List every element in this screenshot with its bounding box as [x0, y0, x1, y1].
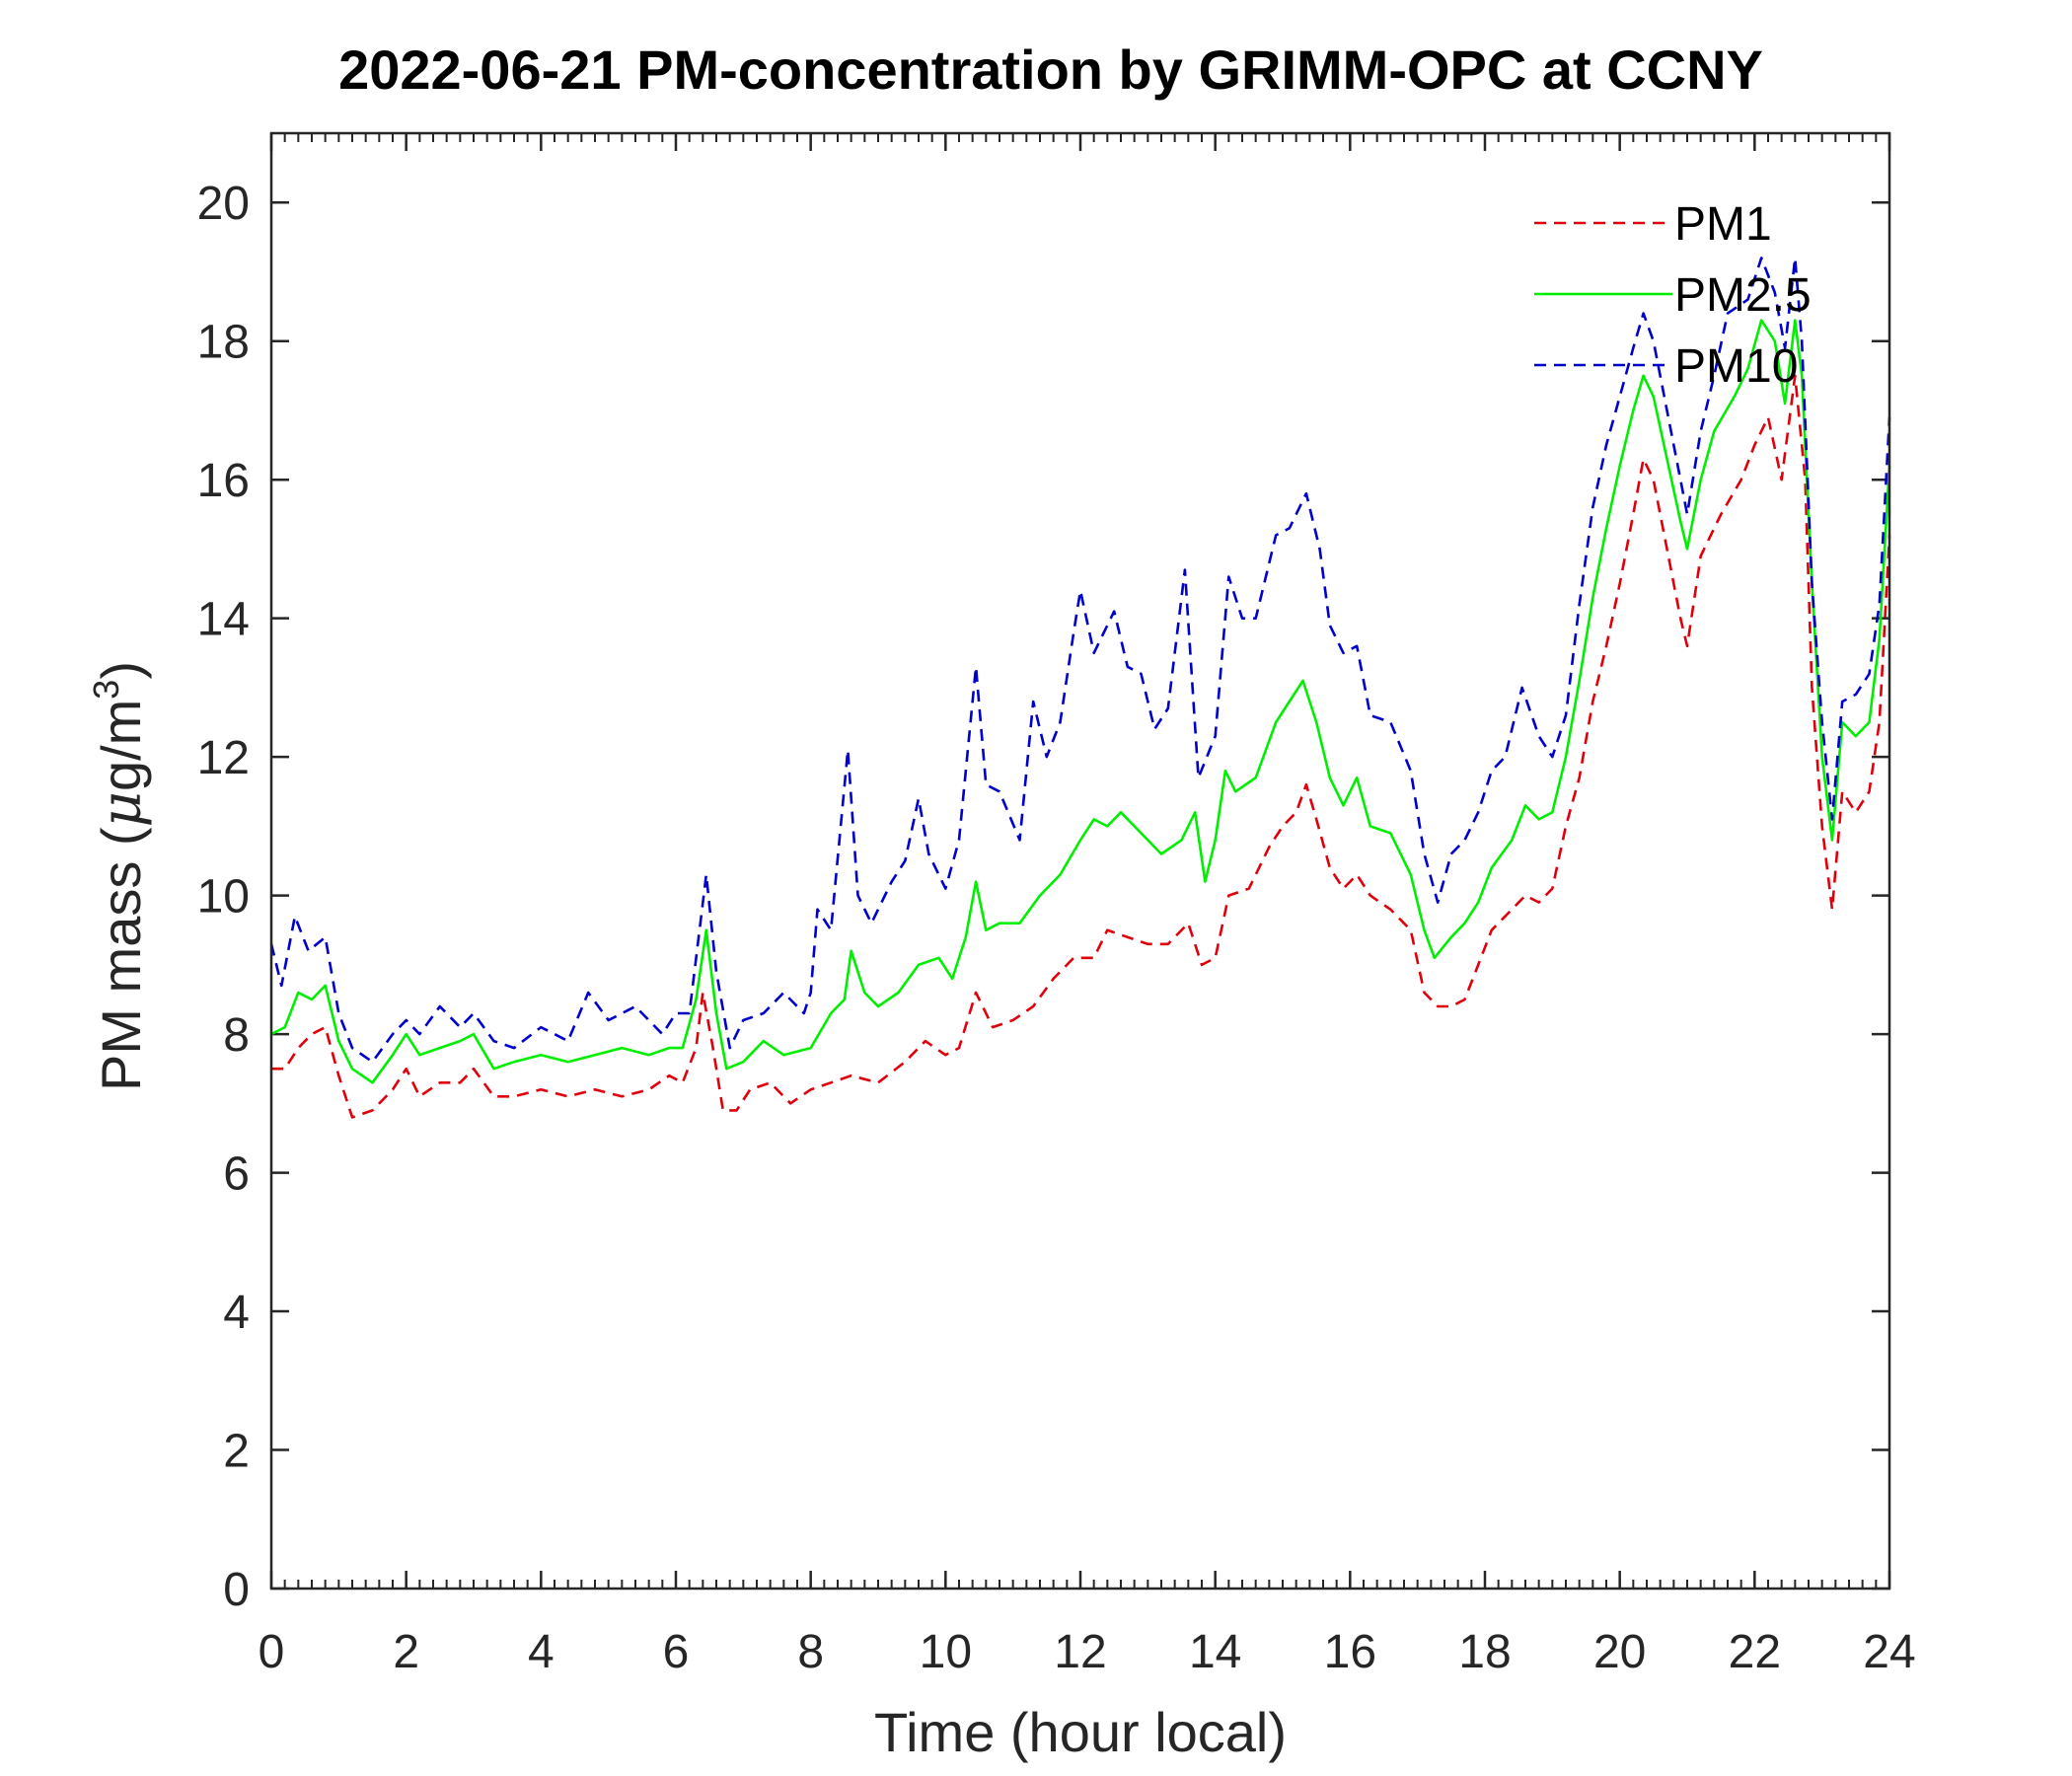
series-line-pm10	[269, 257, 1891, 1064]
x-tick-label: 0	[259, 1626, 285, 1678]
x-tick-label: 18	[1458, 1626, 1511, 1678]
chart-title: 2022-06-21 PM-concentration by GRIMM-OPC…	[338, 38, 1763, 101]
y-axis-label-close: )	[90, 661, 152, 680]
legend: PM1 PM2.5 PM10	[1534, 198, 1812, 393]
y-tick-label: 4	[223, 1287, 250, 1339]
y-tick-label: 0	[223, 1564, 250, 1616]
plot-area	[271, 133, 1889, 1589]
legend-label-pm25: PM2.5	[1674, 269, 1812, 322]
y-axis-label-unit: g/m	[90, 700, 152, 791]
x-tick-label: 4	[528, 1626, 555, 1678]
y-tick-label: 18	[197, 317, 250, 369]
plot-frame	[269, 131, 1891, 1591]
y-tick-label: 6	[223, 1148, 250, 1201]
y-tick-label: 14	[197, 594, 250, 646]
y-tick-label: 16	[197, 455, 250, 507]
y-axis-label-main: PM mass (	[90, 827, 152, 1091]
x-tick-labels: 0 2 4 6 8 10 12 14 16 18 20 22 24	[259, 1626, 1916, 1678]
y-tick-label: 12	[197, 732, 250, 784]
y-axis-label: PM mass (μg/m3)	[86, 661, 154, 1091]
x-tick-label: 8	[797, 1626, 824, 1678]
x-tick-label: 12	[1054, 1626, 1106, 1678]
y-tick-label: 8	[223, 1009, 250, 1062]
series-line-pm1	[271, 374, 1891, 1119]
x-tick-label: 14	[1189, 1626, 1241, 1678]
legend-label-pm10: PM10	[1674, 340, 1798, 393]
y-axis-label-mu: μ	[90, 791, 154, 827]
series-line-pm25	[270, 319, 1891, 1084]
x-axis-label: Time (hour local)	[874, 1701, 1287, 1763]
x-tick-label: 20	[1593, 1626, 1646, 1678]
x-tick-label: 24	[1863, 1626, 1915, 1678]
x-tick-label: 16	[1324, 1626, 1376, 1678]
x-tick-label: 6	[663, 1626, 690, 1678]
y-tick-label: 10	[197, 871, 250, 924]
x-tick-label: 22	[1729, 1626, 1781, 1678]
legend-label-pm1: PM1	[1674, 198, 1772, 251]
y-tick-label: 20	[197, 178, 250, 230]
y-tick-label: 2	[223, 1426, 250, 1478]
y-tick-labels: 0 2 4 6 8 10 12 14 16 18 20	[197, 178, 250, 1616]
series-lines	[269, 257, 1891, 1119]
x-tick-label: 10	[920, 1626, 972, 1678]
x-tick-label: 2	[393, 1626, 419, 1678]
y-axis-label-sup: 3	[86, 680, 126, 700]
